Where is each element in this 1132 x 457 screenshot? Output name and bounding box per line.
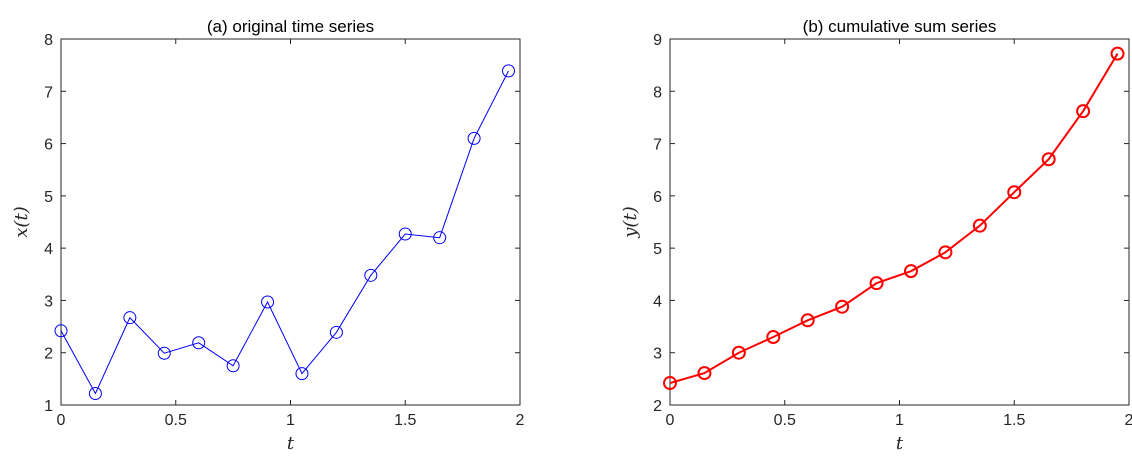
x-tick-label: 0 (57, 412, 66, 429)
data-point (398, 227, 412, 241)
y-tick-label: 5 (653, 241, 662, 258)
y-axis-label: x(t) (11, 206, 32, 237)
x-tick-label: 1.5 (394, 412, 416, 429)
data-point (697, 366, 712, 381)
x-tick-label: 1 (286, 412, 295, 429)
data-point (800, 313, 815, 328)
x-tick-label: 0.5 (774, 412, 796, 429)
data-point (766, 330, 781, 345)
data-point (157, 346, 171, 360)
data-point (663, 376, 677, 391)
chart-title: (b) cumulative sum series (803, 17, 997, 36)
data-point (1041, 152, 1056, 167)
y-tick-label: 3 (44, 293, 53, 310)
data-point (295, 367, 309, 381)
chart-panel-2: 0 0.5 1 1.5 2 2 3 4 5 6 7 8 9 (b) cumulative sum seri… (620, 17, 1132, 454)
data-point (835, 299, 850, 314)
y-tick-label: 7 (653, 137, 662, 154)
y-tick-label: 5 (44, 189, 53, 206)
plot-area-frame (669, 38, 1130, 406)
y-tick-label: 6 (653, 189, 662, 206)
y-tick-label: 7 (44, 84, 53, 101)
y-tick-label: 4 (44, 241, 53, 258)
data-point (502, 64, 516, 78)
x-tick-label: 0 (666, 412, 675, 429)
data-point (1076, 104, 1091, 119)
y-axis-label: y(t) (620, 206, 641, 238)
y-tick-label: 4 (653, 293, 662, 310)
x-axis-label: t (287, 433, 295, 454)
chart-panel-1: 0 0.5 1 1.5 2 1 2 3 4 5 6 7 8 (a) original time serie… (11, 17, 525, 454)
y-tick-label: 9 (653, 32, 662, 49)
data-point (1110, 46, 1125, 61)
data-point (123, 311, 137, 325)
y-tick-label: 3 (653, 346, 662, 363)
data-point (467, 131, 481, 145)
data-point (433, 231, 447, 245)
data-point (903, 264, 918, 279)
y-tick-label: 2 (44, 346, 53, 363)
data-point (192, 336, 206, 350)
data-point (54, 324, 68, 338)
x-axis-label: t (896, 433, 904, 454)
data-point (731, 345, 746, 360)
data-point (261, 295, 275, 309)
data-point (869, 276, 884, 291)
data-point (938, 245, 953, 260)
data-point (364, 268, 378, 282)
chart-title: (a) original time series (207, 17, 374, 36)
data-point (226, 359, 240, 373)
data-point (329, 325, 343, 339)
y-tick-label: 1 (44, 398, 53, 415)
series-line (669, 53, 1119, 385)
data-point (88, 386, 102, 400)
data-point (1007, 185, 1022, 200)
y-tick-label: 2 (653, 398, 662, 415)
x-tick-label: 1 (895, 412, 904, 429)
x-tick-label: 0.5 (165, 412, 187, 429)
y-tick-label: 8 (44, 32, 53, 49)
data-point (972, 218, 987, 233)
x-tick-label: 2 (516, 412, 525, 429)
x-tick-label: 2 (1125, 412, 1132, 429)
y-tick-label: 6 (44, 137, 53, 154)
y-tick-label: 8 (653, 84, 662, 101)
x-tick-label: 1.5 (1003, 412, 1025, 429)
